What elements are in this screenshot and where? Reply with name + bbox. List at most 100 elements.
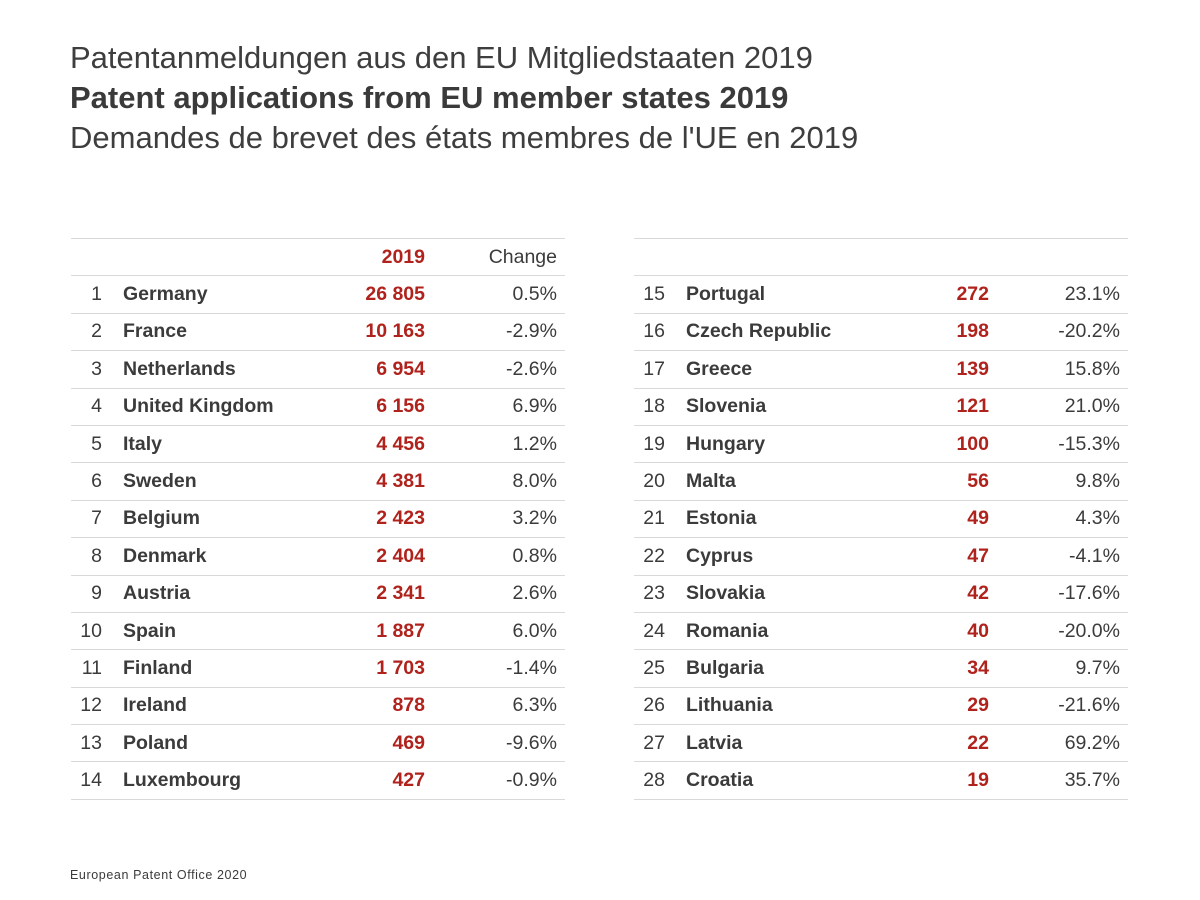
table-row: 13 Poland 469 -9.6% — [71, 724, 565, 761]
year-header: 2019 — [381, 245, 425, 268]
rank-cell: 22 — [643, 544, 665, 567]
country-cell: Czech Republic — [686, 320, 832, 343]
change-cell: -2.9% — [506, 320, 557, 343]
rank-cell: 12 — [80, 694, 102, 717]
change-cell: 4.3% — [1075, 507, 1120, 530]
country-cell: France — [123, 320, 187, 343]
country-cell: Netherlands — [123, 357, 236, 380]
value-2019-cell: 878 — [392, 694, 425, 717]
country-cell: Sweden — [123, 470, 197, 493]
rank-cell: 1 — [91, 283, 102, 306]
table-row: 3 Netherlands 6 954 -2.6% — [71, 350, 565, 387]
change-cell: 6.9% — [512, 395, 557, 418]
country-cell: Croatia — [686, 769, 754, 792]
change-cell: 0.5% — [512, 283, 557, 306]
table-row: 23 Slovakia 42 -17.6% — [634, 574, 1128, 612]
table-row: 15 Portugal 272 23.1% — [634, 275, 1128, 312]
country-cell: Hungary — [686, 432, 766, 455]
table-row: 18 Slovenia 121 21.0% — [634, 387, 1128, 425]
table-row: 11 Finland 1 703 -1.4% — [71, 649, 565, 686]
rank-cell: 6 — [91, 470, 102, 493]
country-cell: Poland — [123, 731, 189, 754]
change-cell: 3.2% — [512, 507, 557, 530]
table-row: 14 Luxembourg 427 -0.9% — [71, 761, 565, 800]
country-cell: Luxembourg — [123, 769, 242, 792]
country-cell: Italy — [123, 432, 163, 455]
country-cell: Austria — [123, 582, 191, 605]
rank-cell: 13 — [80, 731, 102, 754]
table-row: 22 Cyprus 47 -4.1% — [634, 537, 1128, 574]
rank-cell: 8 — [91, 544, 102, 567]
change-cell: 9.8% — [1075, 470, 1120, 493]
table-row: 24 Romania 40 -20.0% — [634, 611, 1128, 649]
value-2019-cell: 56 — [967, 470, 989, 493]
country-cell: Portugal — [686, 283, 766, 306]
table-row: 28 Croatia 19 35.7% — [634, 761, 1128, 800]
country-cell: Belgium — [123, 507, 200, 530]
title-french: Demandes de brevet des états membres de … — [70, 120, 859, 155]
rank-cell: 26 — [643, 694, 665, 717]
change-cell: -20.0% — [1058, 619, 1120, 642]
value-2019-cell: 34 — [967, 656, 989, 679]
change-cell: -20.2% — [1058, 320, 1120, 343]
change-cell: 15.8% — [1064, 357, 1120, 380]
country-cell: Lithuania — [686, 694, 773, 717]
table-row: 26 Lithuania 29 -21.6% — [634, 686, 1128, 724]
change-cell: 0.8% — [512, 544, 557, 567]
rank-cell: 10 — [80, 619, 102, 642]
rank-cell: 20 — [643, 470, 665, 493]
rank-cell: 5 — [91, 432, 102, 455]
country-cell: Malta — [686, 470, 736, 493]
country-cell: Spain — [123, 619, 177, 642]
title-english: Patent applications from EU member state… — [70, 80, 789, 115]
ranking-table-right: 15 Portugal 272 23.1% 16 Czech Republic 198 -20… — [634, 238, 1128, 800]
change-cell: -15.3% — [1058, 432, 1120, 455]
rank-cell: 11 — [81, 656, 102, 679]
rank-cell: 3 — [91, 357, 102, 380]
value-2019-cell: 100 — [956, 432, 989, 455]
table-row: 19 Hungary 100 -15.3% — [634, 424, 1128, 462]
table-row: 5 Italy 4 456 1.2% — [71, 424, 565, 462]
rank-cell: 14 — [80, 769, 102, 792]
value-2019-cell: 121 — [956, 395, 989, 418]
title-block: Patentanmeldungen aus den EU Mitgliedsta… — [70, 38, 858, 158]
country-cell: Ireland — [123, 694, 187, 717]
table-row: 27 Latvia 22 69.2% — [634, 724, 1128, 761]
country-cell: Denmark — [123, 544, 207, 567]
table-row: 25 Bulgaria 34 9.7% — [634, 649, 1128, 686]
change-cell: -4.1% — [1069, 544, 1120, 567]
value-2019-cell: 22 — [967, 731, 989, 754]
table-row: 20 Malta 56 9.8% — [634, 462, 1128, 499]
rank-cell: 17 — [643, 357, 665, 380]
value-2019-cell: 1 703 — [376, 656, 425, 679]
change-cell: -0.9% — [506, 769, 557, 792]
rank-cell: 4 — [91, 395, 102, 418]
rank-cell: 9 — [91, 582, 102, 605]
value-2019-cell: 6 156 — [376, 395, 425, 418]
change-cell: -21.6% — [1058, 694, 1120, 717]
change-cell: 2.6% — [512, 582, 557, 605]
rank-cell: 24 — [643, 619, 665, 642]
ranking-table-left: 2019 Change 1 Germany 26 805 0.5% 2 France 10 … — [71, 238, 565, 800]
change-cell: 1.2% — [512, 432, 557, 455]
value-2019-cell: 1 887 — [376, 619, 425, 642]
change-cell: 6.0% — [512, 619, 557, 642]
value-2019-cell: 469 — [392, 731, 425, 754]
country-cell: United Kingdom — [123, 395, 274, 418]
value-2019-cell: 19 — [967, 769, 989, 792]
table-row: 9 Austria 2 341 2.6% — [71, 574, 565, 612]
value-2019-cell: 10 163 — [365, 320, 425, 343]
value-2019-cell: 49 — [967, 507, 989, 530]
change-header: Change — [488, 245, 557, 268]
rank-cell: 19 — [643, 432, 665, 455]
rank-cell: 25 — [643, 656, 665, 679]
value-2019-cell: 4 456 — [376, 432, 425, 455]
table-header-row-empty — [634, 238, 1128, 275]
country-cell: Slovenia — [686, 395, 767, 418]
value-2019-cell: 29 — [967, 694, 989, 717]
value-2019-cell: 2 341 — [376, 582, 425, 605]
value-2019-cell: 198 — [956, 320, 989, 343]
rank-cell: 16 — [643, 320, 665, 343]
change-cell: -17.6% — [1058, 582, 1120, 605]
table-row: 2 France 10 163 -2.9% — [71, 312, 565, 350]
